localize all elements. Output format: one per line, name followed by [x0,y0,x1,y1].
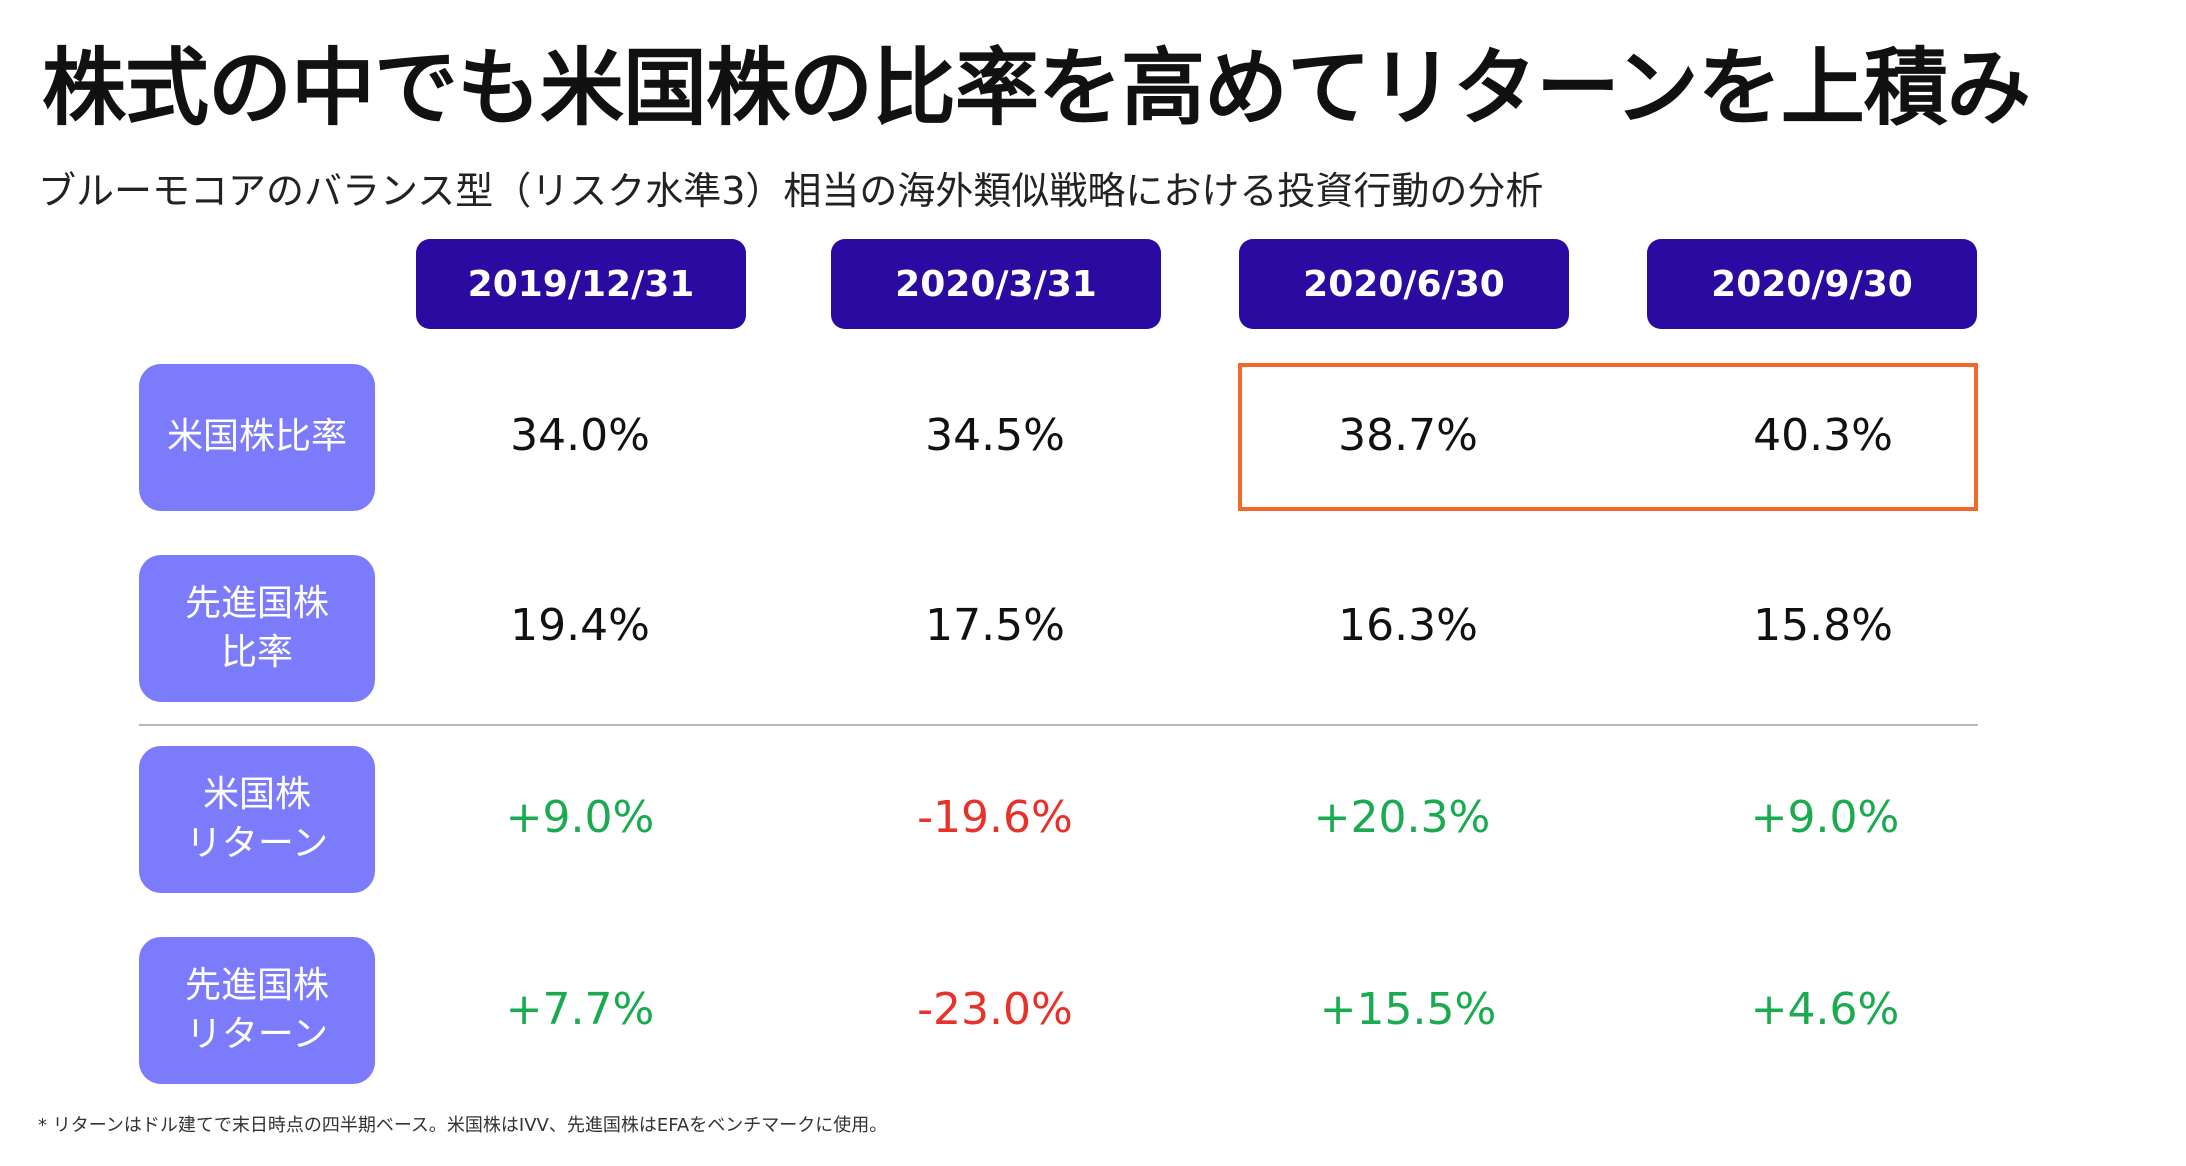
cell-dev-return-2020-6: +15.5% [1319,984,1497,1035]
cell-us-return-2020-3: -19.6% [917,792,1073,843]
row-label-us-stock-ratio: 米国株比率 [139,364,375,511]
row-label-us-stock-return: 米国株 リターン [139,746,375,893]
cell-dev-ratio-2020-9: 15.8% [1753,600,1893,651]
cell-us-return-2019-12: +9.0% [505,792,655,843]
cell-us-ratio-2020-3: 34.5% [925,410,1065,461]
column-header-2019-12-31: 2019/12/31 [416,239,746,329]
column-header-2020-9-30: 2020/9/30 [1647,239,1977,329]
cell-dev-return-2020-3: -23.0% [917,984,1073,1035]
cell-dev-return-2019-12: +7.7% [505,984,655,1035]
page-title: 株式の中でも米国株の比率を高めてリターンを上積み [42,39,2031,137]
cell-us-ratio-2020-9: 40.3% [1753,410,1893,461]
section-divider [139,724,1978,726]
cell-dev-ratio-2019-12: 19.4% [510,600,650,651]
column-header-2020-6-30: 2020/6/30 [1239,239,1569,329]
highlight-box [1238,363,1978,511]
cell-dev-ratio-2020-3: 17.5% [925,600,1065,651]
cell-us-return-2020-9: +9.0% [1750,792,1900,843]
cell-dev-return-2020-9: +4.6% [1750,984,1900,1035]
footnote: * リターンはドル建てで末日時点の四半期ベース。米国株はIVV、先進国株はEFA… [38,1115,888,1136]
row-label-developed-stock-ratio: 先進国株 比率 [139,555,375,702]
cell-us-ratio-2020-6: 38.7% [1338,410,1478,461]
cell-us-ratio-2019-12: 34.0% [510,410,650,461]
column-header-2020-3-31: 2020/3/31 [831,239,1161,329]
cell-us-return-2020-6: +20.3% [1313,792,1491,843]
page-subtitle: ブルーモコアのバランス型（リスク水準3）相当の海外類似戦略における投資行動の分析 [38,169,1544,213]
cell-dev-ratio-2020-6: 16.3% [1338,600,1478,651]
row-label-developed-stock-return: 先進国株 リターン [139,937,375,1084]
